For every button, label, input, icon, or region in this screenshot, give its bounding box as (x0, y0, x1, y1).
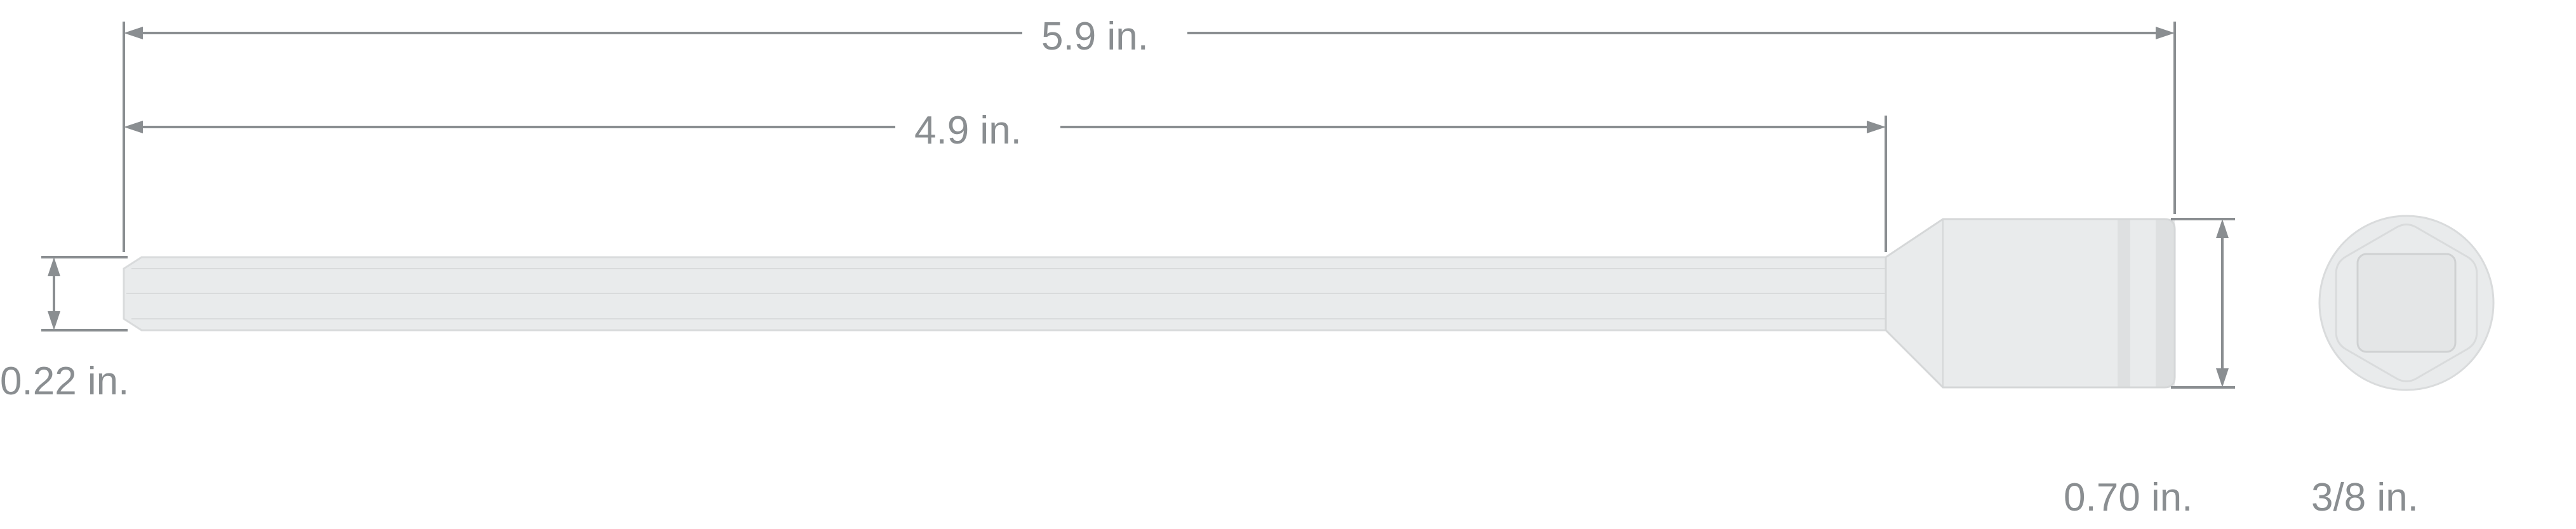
overall-length-label: 5.9 in. (1041, 14, 1149, 59)
drive-size-label: 3/8 in. (2311, 475, 2419, 520)
socket-diameter-label: 0.70 in. (2064, 475, 2192, 520)
diagram-canvas (0, 0, 2576, 529)
socket-groove-2 (2156, 219, 2175, 387)
end-view-drive-square (2358, 254, 2455, 352)
bit-length-label: 4.9 in. (914, 108, 1022, 153)
socket-body (1886, 219, 2175, 387)
socket-groove-1 (2118, 219, 2130, 387)
tip-diameter-label: 0.22 in. (0, 359, 129, 404)
